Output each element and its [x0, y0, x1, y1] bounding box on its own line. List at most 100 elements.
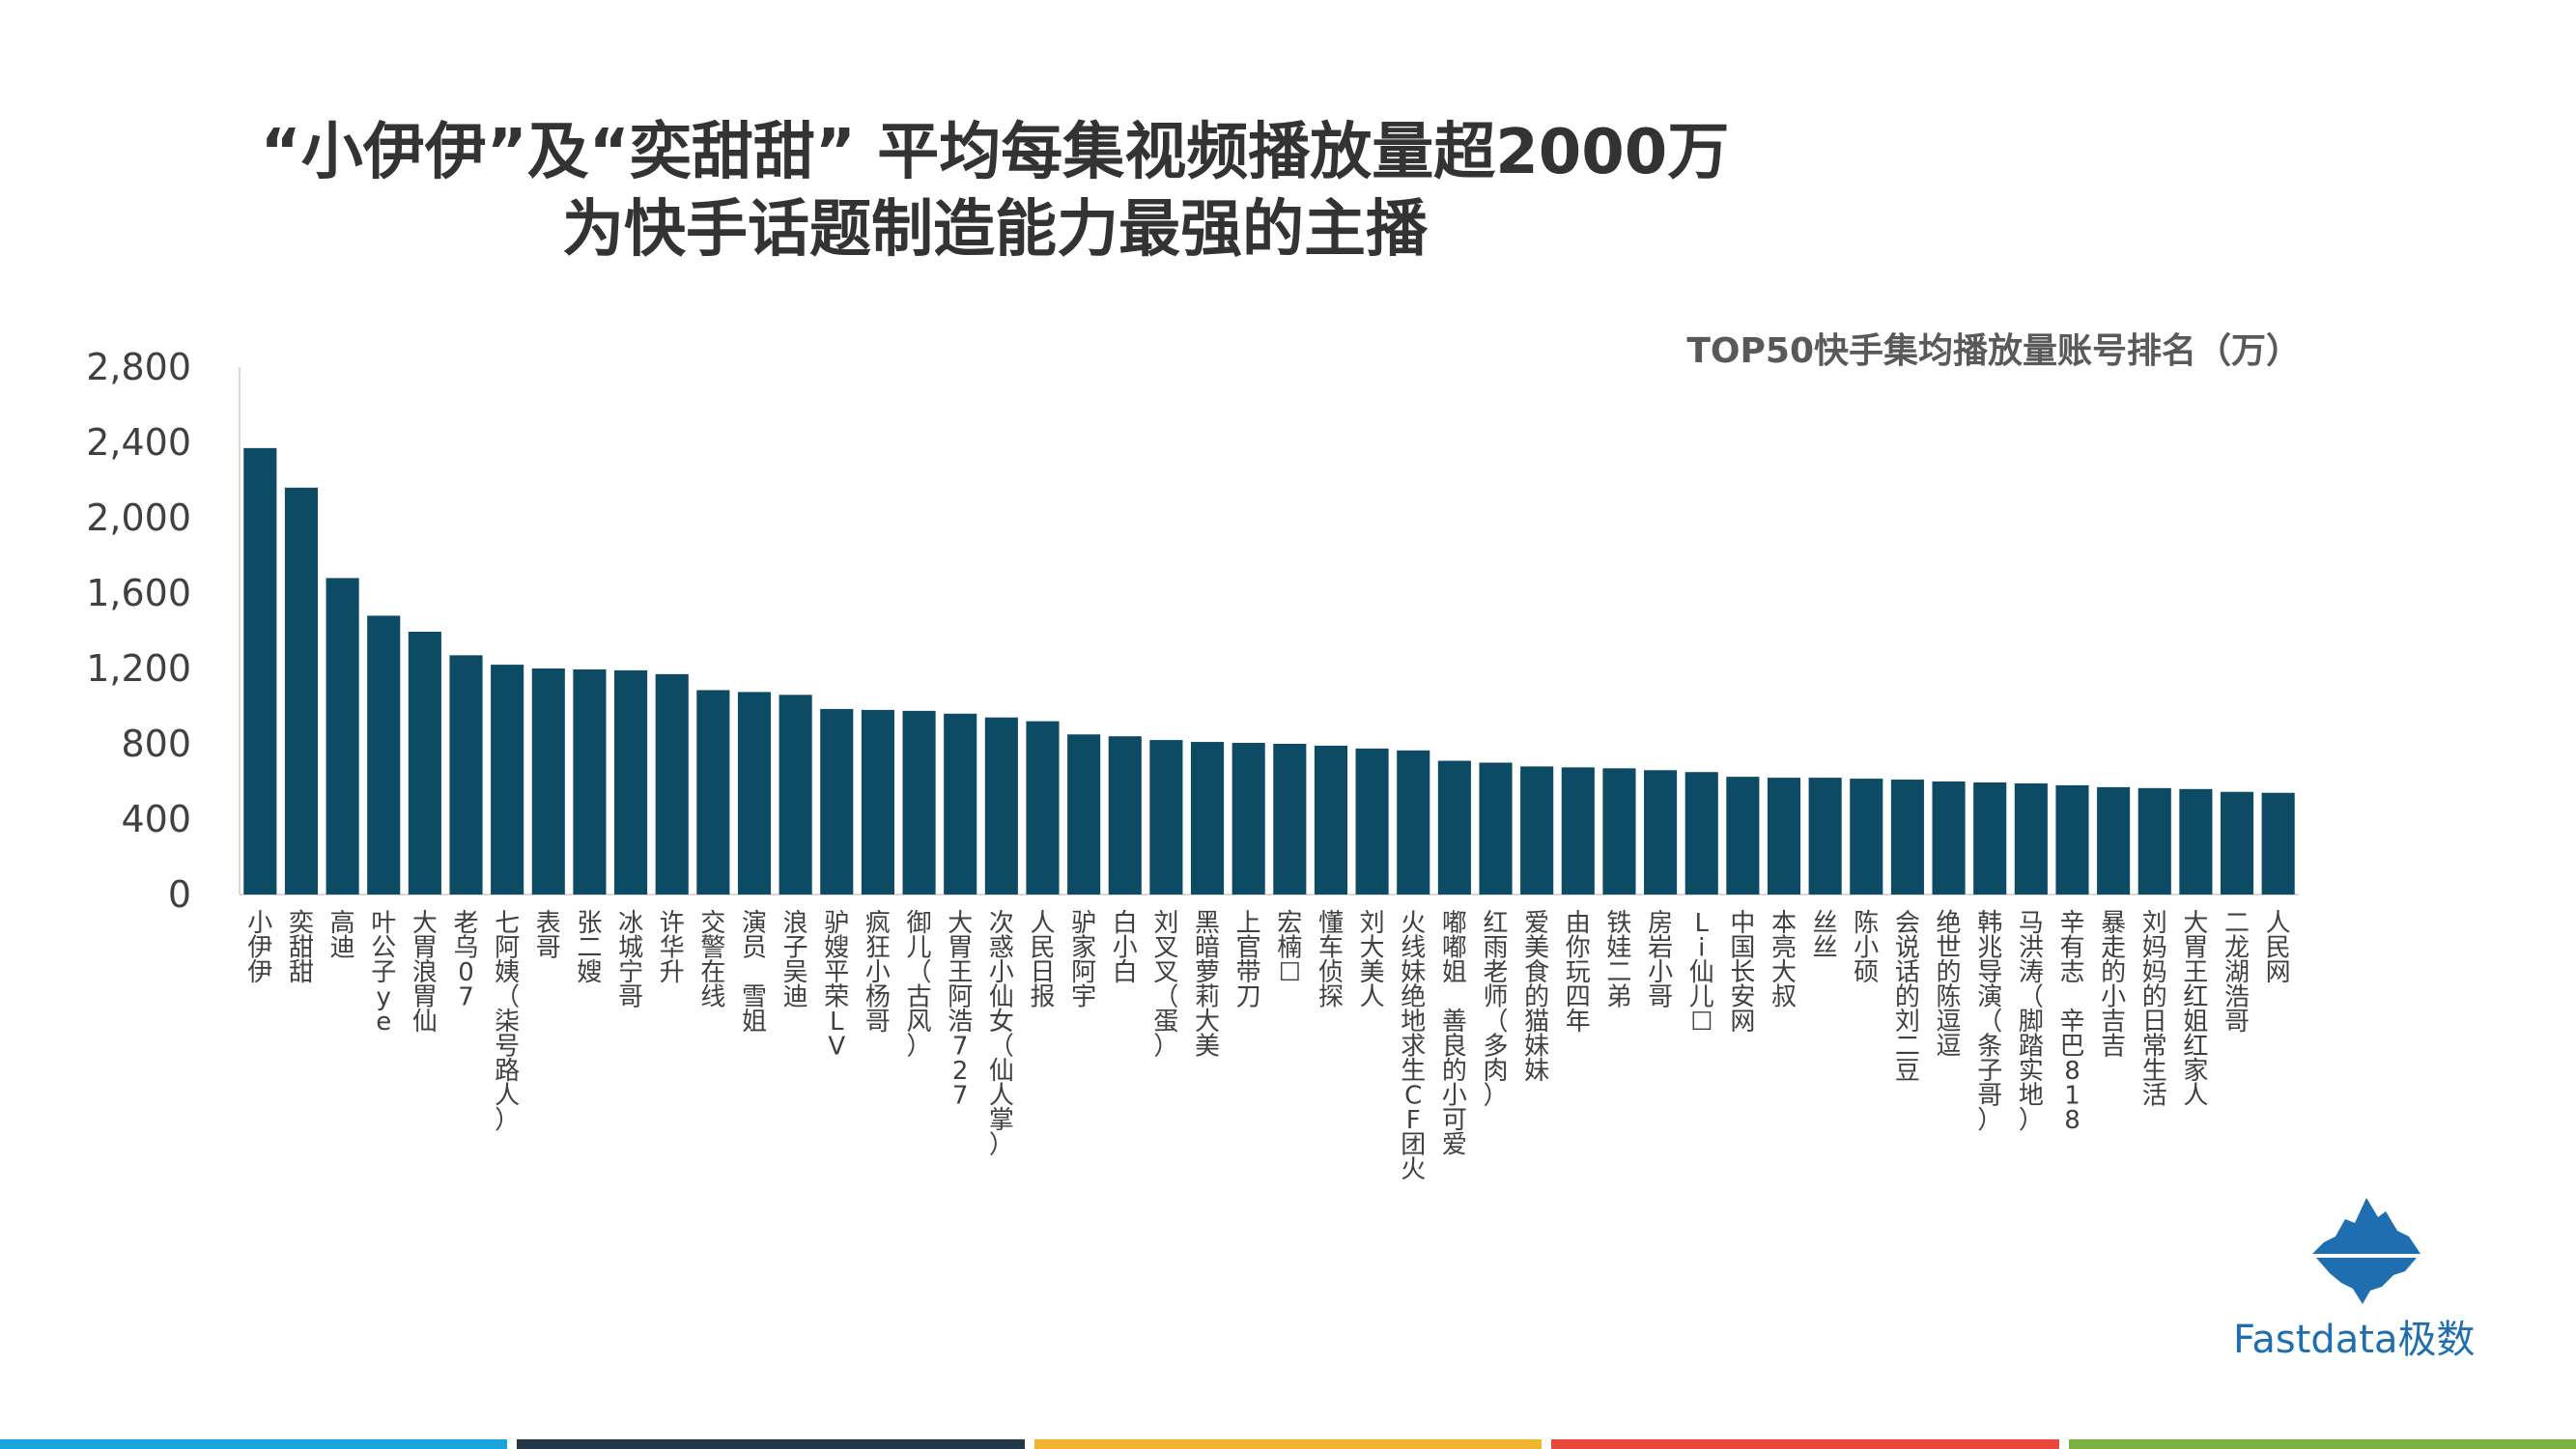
x-tick-label: 由你玩四年: [1566, 909, 1591, 1037]
bar: [1108, 736, 1142, 895]
bar: [655, 673, 689, 895]
bar: [1520, 766, 1554, 895]
x-tick-label: 白小白: [1113, 909, 1138, 987]
bar: [1890, 780, 1924, 895]
bar: [984, 717, 1018, 895]
x-tick-label: 房岩小哥: [1648, 909, 1673, 1012]
page-title-line-1: “小伊伊”及“奕甜甜” 平均每集视频播放量超2000万: [260, 117, 1730, 188]
bar: [243, 447, 277, 895]
x-tick-label: 浪子吴迪: [783, 909, 808, 1012]
bar: [696, 690, 730, 895]
x-tick-label: 中国长安网: [1730, 909, 1755, 1037]
bar: [1273, 744, 1307, 895]
bar: [1726, 777, 1760, 895]
page-title-line-2: 为快手话题制造能力最强的主播: [562, 194, 1428, 266]
x-tick-label: 驴嫂平荣 L V: [824, 909, 849, 1062]
y-axis: 0 400 800 1,200 1,600 2,000 2,400 2,800: [86, 346, 241, 916]
bar: [2261, 792, 2295, 895]
bar: [2220, 791, 2254, 895]
bar: [1355, 748, 1389, 895]
y-tick-label: 2,000: [86, 497, 191, 539]
brand-name: Fastdata极数: [2233, 1318, 2476, 1362]
x-tick-label: 懂车侦探: [1318, 909, 1344, 1012]
x-tick-label: 刘叉叉（蛋）: [1153, 909, 1178, 1062]
x-tick-label: 宏楠☐: [1277, 909, 1302, 987]
x-tick-label: 许华升: [660, 909, 685, 987]
y-tick-label: 400: [121, 798, 191, 840]
x-tick-label: 大胃王阿浩 7 2 7: [948, 909, 973, 1111]
bar: [2055, 784, 2089, 895]
bar: [1479, 762, 1513, 895]
y-tick-label: 2,800: [86, 346, 191, 388]
x-tick-label: 次惑小仙女（仙人掌）: [989, 909, 1014, 1160]
bar: [2137, 787, 2171, 895]
bar: [408, 631, 441, 895]
bar: [1314, 745, 1348, 895]
y-tick-label: 0: [168, 873, 191, 916]
bar: [1190, 742, 1225, 895]
x-tick-label: 韩兆导演（条子哥）: [1977, 909, 2002, 1135]
x-tick-label: 人民网: [2266, 909, 2291, 987]
x-tick-label: 上官带刀: [1236, 909, 1261, 1012]
x-tick-label: 高迪: [330, 909, 355, 963]
bar: [614, 669, 648, 895]
bar: [1149, 740, 1183, 895]
x-tick-label: 演员 雪姐: [742, 909, 767, 1037]
x-tick-label: 红雨老师（多肉）: [1484, 909, 1509, 1111]
bar: [1644, 770, 1678, 895]
x-tick-label: 人民日报: [1030, 909, 1055, 1012]
bar: [2097, 786, 2131, 895]
footer-color-segment: [517, 1439, 1025, 1449]
page-title: “小伊伊”及“奕甜甜” 平均每集视频播放量超2000万 为快手话题制造能力最强的…: [0, 114, 1990, 269]
x-tick-label: 七阿姨（柒号路人）: [495, 909, 520, 1135]
bar: [1561, 767, 1595, 895]
x-tick-label: 绝世的陈逗逗: [1937, 909, 1962, 1062]
x-tick-label: 张二嫂: [577, 909, 602, 987]
x-tick-label: 马洪涛（脚踏实地）: [2019, 909, 2044, 1135]
x-tick-label: 奕甜甜: [289, 909, 314, 987]
bar: [1231, 743, 1265, 895]
x-tick-label: 暴走的小吉吉: [2101, 909, 2126, 1062]
brand-logo: Fastdata极数: [2212, 1198, 2521, 1372]
x-tick-label: 黑暗萝莉大美: [1195, 909, 1220, 1062]
footer-color-bars: [0, 1439, 2576, 1449]
bar: [820, 708, 854, 895]
bar: [491, 665, 524, 895]
bar: [531, 668, 565, 895]
x-tick-label: 本亮大叔: [1771, 909, 1797, 1012]
bar: [902, 710, 936, 895]
bar: [326, 578, 359, 895]
x-tick-label: 刘妈妈的日常生活: [2142, 909, 2167, 1111]
bar: [1067, 734, 1101, 895]
y-tick-label: 1,200: [86, 647, 191, 690]
x-tick-label: 铁娃二弟: [1606, 909, 1631, 1012]
bar: [1602, 768, 1636, 895]
x-tick-label: 火线妹绝地求生 C F 团火: [1401, 909, 1426, 1184]
bar: [284, 487, 319, 895]
x-tick-label: 老乌 0 7: [454, 909, 479, 1012]
chart-title: TOP50快手集均播放量账号排名（万）: [1686, 331, 2301, 371]
iceberg-logo-icon: [2312, 1198, 2420, 1304]
y-tick-label: 2,400: [86, 421, 191, 464]
bar: [2014, 782, 2048, 895]
x-tick-label: 会说话的刘二豆: [1895, 909, 1920, 1086]
bar: [1767, 778, 1801, 895]
x-tick-label: 大胃王红姐红家人: [2183, 909, 2208, 1111]
y-tick-label: 800: [121, 723, 191, 765]
bar: [737, 692, 772, 895]
bar: [1397, 750, 1430, 895]
x-tick-label: 叶公子 y e: [371, 909, 396, 1037]
bar: [367, 615, 401, 895]
x-tick-label: 辛有志 辛巴 8 1 8: [2059, 909, 2084, 1135]
x-tick-label: 驴家阿宇: [1071, 909, 1096, 1012]
x-tick-label: 大胃浪胃仙: [412, 909, 438, 1037]
bar: [449, 655, 483, 895]
footer-color-segment: [1033, 1439, 1543, 1449]
bar: [1973, 781, 2007, 895]
x-tick-label: 交警在线: [700, 909, 725, 1012]
y-tick-label: 1,600: [86, 572, 191, 614]
bar: [1684, 772, 1718, 895]
bar: [778, 695, 812, 895]
x-tick-label: 爱美食的猫妹妹: [1524, 909, 1549, 1086]
